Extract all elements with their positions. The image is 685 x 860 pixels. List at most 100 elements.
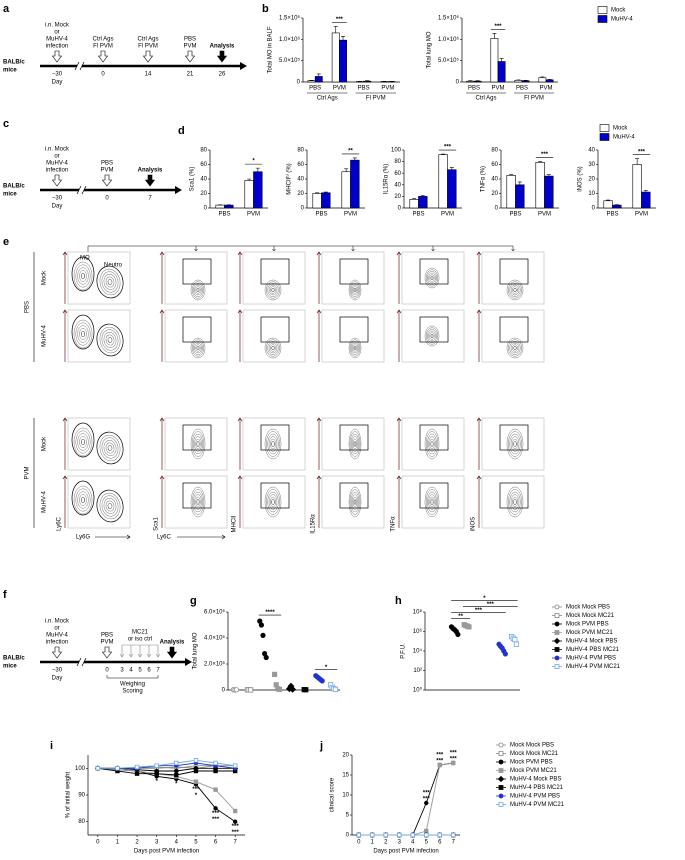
y-axis-arrow — [62, 475, 68, 528]
event-label: PBS — [184, 37, 196, 43]
marker — [95, 766, 101, 771]
marker — [437, 832, 442, 838]
marker — [289, 685, 297, 693]
contour — [73, 485, 93, 515]
row-label: Mock — [42, 436, 48, 451]
contour — [75, 488, 91, 512]
contour — [99, 434, 121, 462]
contour — [268, 436, 278, 452]
bar — [339, 39, 347, 83]
x-tick-label: 7 — [234, 840, 238, 846]
bar — [497, 61, 506, 83]
gate — [339, 316, 369, 343]
significance: * — [175, 782, 178, 788]
significance: * — [156, 779, 159, 785]
row-label: MuHV-4 — [42, 491, 48, 513]
day-label: 6 — [147, 668, 151, 674]
day-label: 26 — [219, 72, 226, 78]
y-axis-label: iNOS (%) — [578, 166, 584, 191]
contour — [103, 331, 117, 349]
legend-swatch — [597, 15, 608, 23]
marker — [451, 832, 456, 838]
bar — [438, 154, 448, 209]
x-tick-label: PVM — [538, 212, 551, 218]
contour — [506, 486, 524, 518]
bar — [538, 77, 547, 83]
bar — [535, 162, 545, 209]
event-label: MuHV-4 — [46, 161, 68, 167]
event-label: infection — [46, 640, 68, 646]
y-tick-label: 80 — [78, 819, 85, 825]
significance: *** — [541, 152, 549, 158]
bar — [545, 79, 554, 83]
significance: *** — [192, 787, 200, 793]
significance: *** — [436, 759, 444, 765]
marker — [319, 678, 325, 684]
panel-label: d — [178, 125, 185, 137]
y-axis-arrow — [396, 309, 402, 362]
contour — [350, 433, 360, 455]
significance: * — [195, 793, 198, 799]
marker — [213, 787, 218, 792]
bar — [641, 191, 651, 209]
y-axis-arrow — [62, 251, 68, 304]
marker — [451, 760, 456, 766]
contour — [425, 489, 439, 515]
x-tick-label: PBS — [412, 212, 424, 218]
panel-label: e — [3, 236, 9, 248]
contour — [190, 337, 206, 359]
x-axis-label: Days post PVM infection — [373, 849, 438, 855]
contour — [513, 288, 517, 292]
marker — [213, 760, 218, 766]
contour — [193, 433, 203, 455]
y-tick-label: 1.5×10⁶ — [279, 15, 301, 22]
y-tick-label: 5.0×10⁵ — [279, 57, 301, 64]
legend-label: MuHV-4 PVM MC21 — [566, 664, 621, 670]
y-tick-label: 0 — [297, 80, 301, 86]
bar — [363, 80, 372, 83]
panel-label: i — [50, 740, 53, 752]
x-tick-label: 3 — [398, 840, 402, 846]
gate — [260, 424, 290, 451]
x-axis-label: Ly6C — [157, 535, 171, 541]
y-tick-label: 0 — [398, 206, 402, 212]
marker — [193, 768, 199, 774]
contour — [264, 486, 282, 518]
contour — [264, 279, 282, 301]
significance: ** — [458, 614, 463, 620]
marker — [213, 806, 218, 811]
significance: *** — [487, 602, 495, 608]
mice-label: mice — [3, 192, 17, 198]
y-axis-label: clinical score — [330, 777, 336, 812]
plot-frame — [481, 309, 545, 363]
gate — [96, 265, 124, 299]
contour — [99, 326, 121, 354]
plot-frame — [242, 417, 306, 471]
contour — [509, 341, 521, 355]
contour — [80, 272, 86, 280]
contour — [509, 283, 521, 297]
contour — [508, 431, 522, 457]
contour — [196, 499, 200, 505]
y-tick-label: 40 — [491, 177, 498, 183]
marker — [424, 832, 429, 838]
contour — [268, 342, 278, 354]
marker — [498, 759, 504, 765]
panel-label: f — [3, 589, 7, 601]
contour — [193, 283, 203, 297]
y-axis-arrow — [62, 417, 68, 470]
event-label: i.n. Mock — [45, 147, 70, 153]
contour — [424, 428, 440, 460]
gate — [182, 482, 212, 509]
contour — [270, 496, 276, 508]
contour — [107, 279, 113, 285]
y-tick-label: 20 — [588, 177, 595, 183]
contour — [77, 491, 89, 509]
contour — [428, 272, 436, 284]
contour — [107, 445, 113, 451]
contour — [195, 438, 201, 450]
contour — [271, 346, 275, 350]
plot-frame — [67, 309, 131, 363]
contour — [79, 328, 87, 340]
